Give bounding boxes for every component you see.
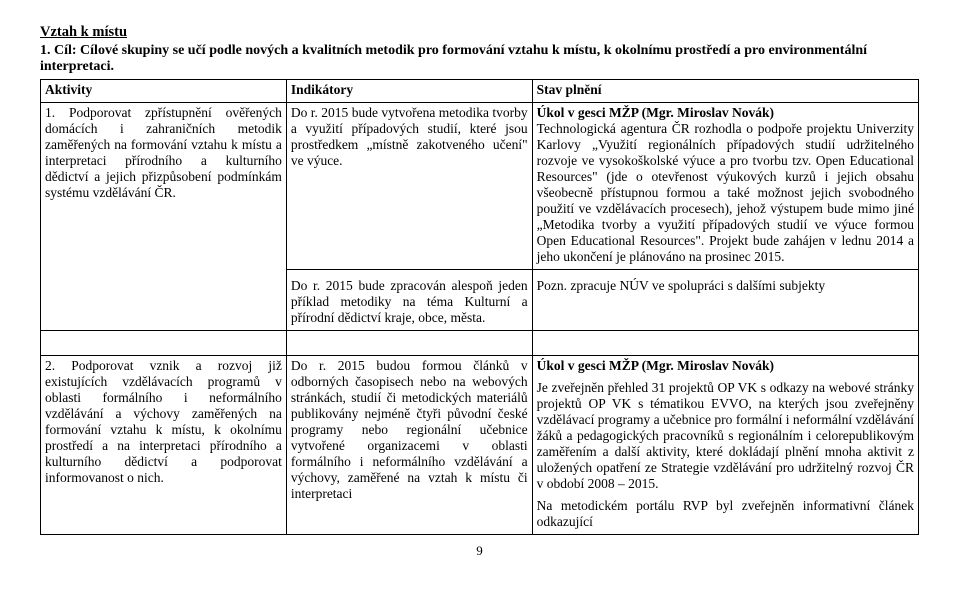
indicator-cell: Do r. 2015 bude zpracován alespoň jeden … [286,270,532,331]
header-indicators: Indikátory [286,80,532,103]
status-lead: Úkol v gesci MŽP (Mgr. Miroslav Novák) [537,105,774,120]
header-status: Stav plnění [532,80,918,103]
indicator-cell: Do r. 2015 bude vytvořena metodika tvorb… [286,103,532,270]
status-cell: Pozn. zpracuje NÚV ve spolupráci s další… [532,270,918,331]
status-lead: Úkol v gesci MŽP (Mgr. Miroslav Novák) [537,358,914,374]
status-cell: Úkol v gesci MŽP (Mgr. Miroslav Novák) J… [532,356,918,535]
table-row: 2. Podporovat vznik a rozvoj již existuj… [41,356,919,535]
goal-text: 1. Cíl: Cílové skupiny se učí podle nový… [40,43,919,75]
status-body: Je zveřejněn přehled 31 projektů OP VK s… [537,380,914,492]
page-number: 9 [40,543,919,559]
activity-cell: 2. Podporovat vznik a rozvoj již existuj… [41,356,287,535]
status-body: Na metodickém portálu RVP byl zveřejněn … [537,498,914,530]
main-table: Aktivity Indikátory Stav plnění 1. Podpo… [40,79,919,535]
table-row: 1. Podporovat zpřístupnění ověřených dom… [41,103,919,270]
table-header-row: Aktivity Indikátory Stav plnění [41,80,919,103]
status-body: Technologická agentura ČR rozhodla o pod… [537,121,914,264]
section-gap [41,331,919,356]
indicator-cell: Do r. 2015 budou formou článků v odborný… [286,356,532,535]
status-note: Pozn. zpracuje NÚV ve spolupráci s další… [537,278,914,294]
activity-cell: 1. Podporovat zpřístupnění ověřených dom… [41,103,287,331]
status-cell: Úkol v gesci MŽP (Mgr. Miroslav Novák) T… [532,103,918,270]
indicator-text: Do r. 2015 bude zpracován alespoň jeden … [291,278,528,326]
header-activities: Aktivity [41,80,287,103]
section-heading: Vztah k místu [40,24,919,41]
